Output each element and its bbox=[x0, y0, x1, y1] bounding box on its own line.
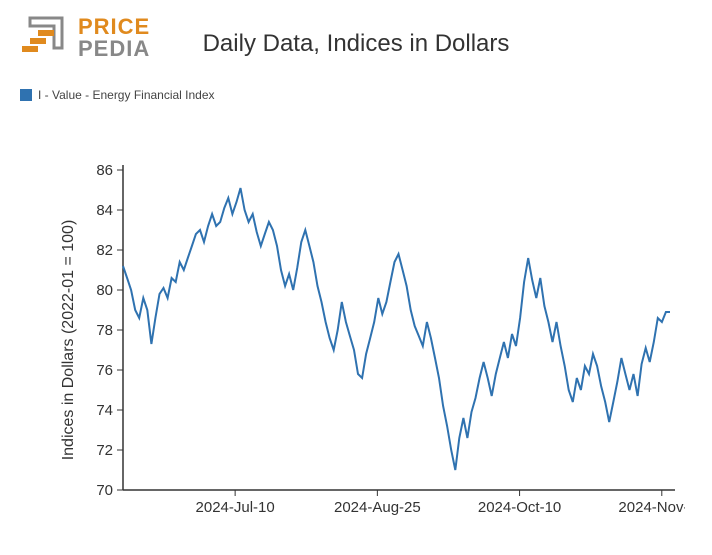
svg-text:2024-Aug-25: 2024-Aug-25 bbox=[334, 499, 421, 516]
logo-mark-icon bbox=[20, 12, 72, 64]
svg-text:78: 78 bbox=[96, 322, 113, 339]
logo-text-price: PRICE bbox=[78, 16, 150, 38]
svg-text:82: 82 bbox=[96, 242, 113, 259]
svg-text:70: 70 bbox=[96, 482, 113, 499]
legend-swatch-icon bbox=[20, 89, 32, 101]
svg-text:74: 74 bbox=[96, 402, 113, 419]
svg-text:2024-Oct-10: 2024-Oct-10 bbox=[478, 499, 561, 516]
line-chart: 70 72 74 76 78 80 82 84 86 2024-Jul-10 2024-Aug-25… bbox=[45, 150, 685, 530]
svg-text:84: 84 bbox=[96, 202, 113, 219]
legend: I - Value - Energy Financial Index bbox=[20, 88, 215, 102]
svg-text:72: 72 bbox=[96, 442, 113, 459]
svg-text:2024-Jul-10: 2024-Jul-10 bbox=[196, 499, 275, 516]
svg-text:80: 80 bbox=[96, 282, 113, 299]
logo-text-pedia: PEDIA bbox=[78, 38, 150, 60]
svg-text:2024-Nov-25: 2024-Nov-25 bbox=[618, 499, 685, 516]
legend-label: I - Value - Energy Financial Index bbox=[38, 88, 215, 102]
chart-area: Indices in Dollars (2022-01 = 100) 70727… bbox=[45, 150, 685, 530]
chart-title: Daily Data, Indices in Dollars bbox=[203, 30, 510, 58]
svg-text:76: 76 bbox=[96, 362, 113, 379]
pricepedia-logo: PRICE PEDIA bbox=[20, 12, 150, 64]
svg-text:86: 86 bbox=[96, 162, 113, 179]
